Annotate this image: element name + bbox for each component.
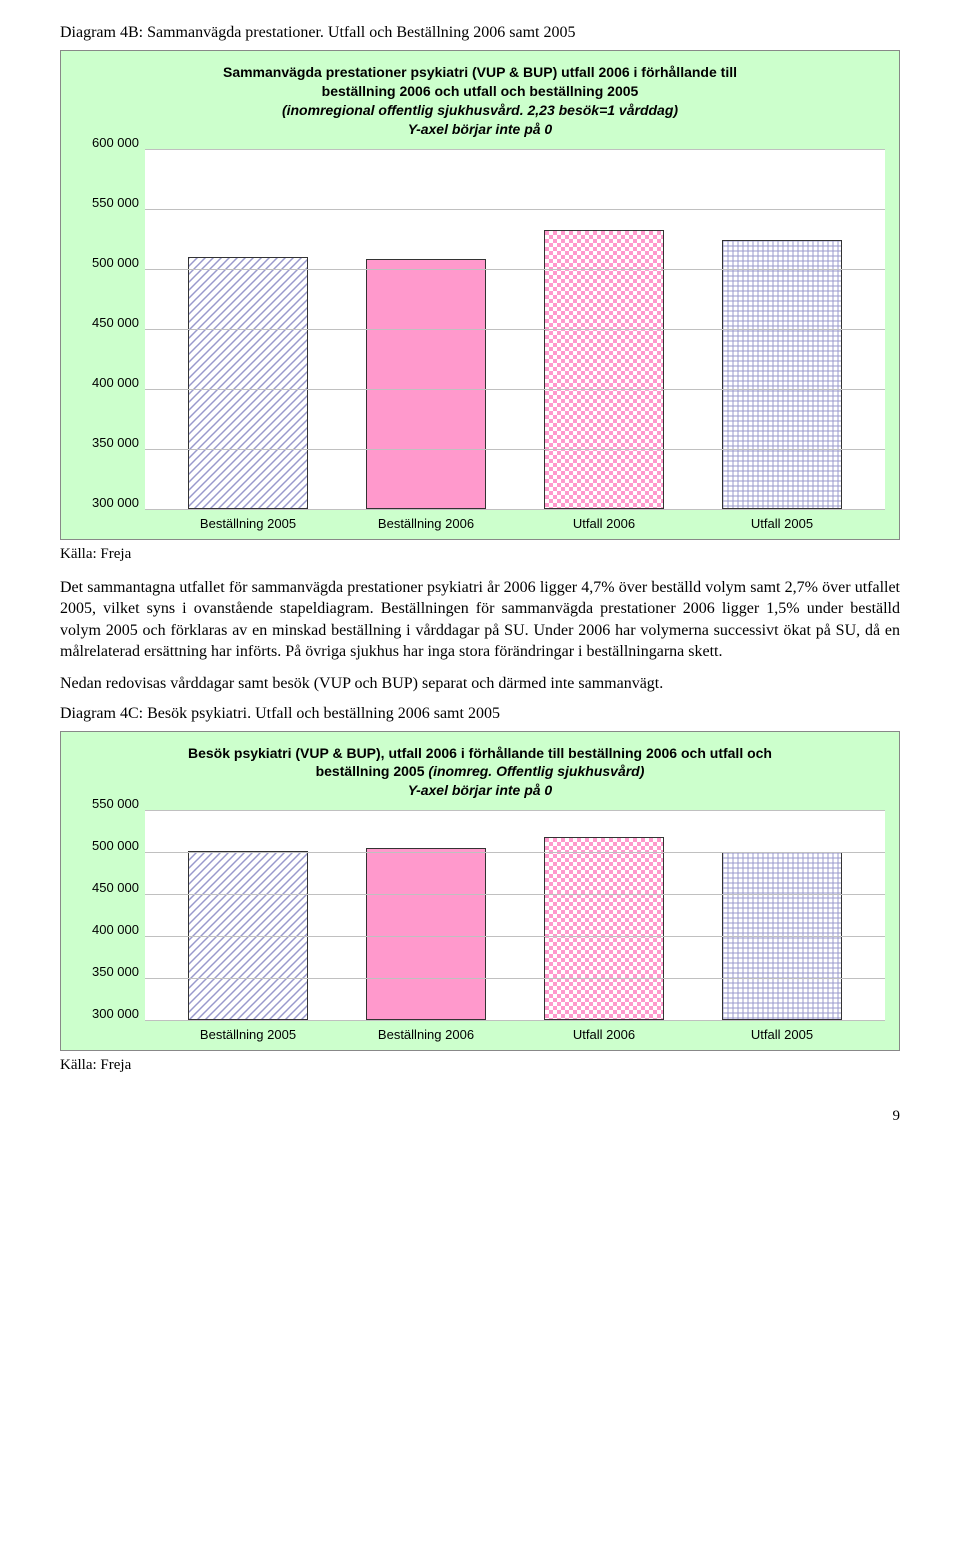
chart-4b-xaxis: Beställning 2005 Beställning 2006 Utfall 2… <box>145 510 885 531</box>
source-4c: Källa: Freja <box>60 1057 900 1074</box>
chart-4c-xaxis-spacer <box>75 1021 145 1042</box>
gridline <box>145 449 885 450</box>
chart-4b-title-line1: Sammanvägda prestationer psykiatri (VUP … <box>223 64 737 80</box>
chart-4b-yaxis: 600 000550 000500 000450 000400 000350 0… <box>75 149 145 509</box>
source-4b: Källa: Freja <box>60 546 900 563</box>
chart-4c-frame: Besök psykiatri (VUP & BUP), utfall 2006… <box>60 731 900 1052</box>
bar <box>544 230 664 508</box>
page-number: 9 <box>60 1108 900 1125</box>
chart-4b-frame: Sammanvägda prestationer psykiatri (VUP … <box>60 50 900 540</box>
gridline <box>145 209 885 210</box>
paragraph-2: Nedan redovisas vårddagar samt besök (VU… <box>60 673 900 695</box>
chart-4c-yaxis: 550 000500 000450 000400 000350 000300 0… <box>75 810 145 1020</box>
gridline <box>145 894 885 895</box>
heading-4b: Diagram 4B: Sammanvägda prestationer. Ut… <box>60 24 900 42</box>
chart-4c-title-line1: Besök psykiatri (VUP & BUP), utfall 2006… <box>188 745 772 761</box>
x-label: Beställning 2006 <box>366 516 486 531</box>
x-label: Utfall 2006 <box>544 1027 664 1042</box>
page: Diagram 4B: Sammanvägda prestationer. Ut… <box>0 0 960 1165</box>
bar <box>188 257 308 509</box>
gridline <box>145 978 885 979</box>
chart-4b-xaxis-wrap: Beställning 2005 Beställning 2006 Utfall 2… <box>75 510 885 531</box>
chart-4c-title-line2-suffix: (inomreg. Offentlig sjukhusvård) <box>428 763 644 779</box>
gridline <box>145 509 885 510</box>
chart-4b-plot <box>145 149 885 510</box>
chart-4b-title-line2: beställning 2006 och utfall och beställn… <box>322 83 639 99</box>
bar <box>722 240 842 509</box>
chart-4c-plot <box>145 810 885 1021</box>
chart-4c-title-line3: Y-axel börjar inte på 0 <box>408 782 552 798</box>
x-label: Beställning 2005 <box>188 1027 308 1042</box>
chart-4c-xaxis-wrap: Beställning 2005 Beställning 2006 Utfall 2… <box>75 1021 885 1042</box>
gridline <box>145 149 885 150</box>
chart-4c-title-line2: beställning 2005 <box>316 763 429 779</box>
chart-4c-title: Besök psykiatri (VUP & BUP), utfall 2006… <box>95 744 865 801</box>
gridline <box>145 389 885 390</box>
x-label: Utfall 2005 <box>722 516 842 531</box>
chart-4c-bars <box>145 810 885 1020</box>
bar <box>366 848 486 1020</box>
gridline <box>145 329 885 330</box>
chart-4b-plotwrap: 600 000550 000500 000450 000400 000350 0… <box>75 149 885 510</box>
x-label: Utfall 2005 <box>722 1027 842 1042</box>
x-label: Utfall 2006 <box>544 516 664 531</box>
gridline <box>145 936 885 937</box>
x-label: Beställning 2006 <box>366 1027 486 1042</box>
chart-4b-title: Sammanvägda prestationer psykiatri (VUP … <box>95 63 865 139</box>
bar <box>544 837 664 1020</box>
gridline <box>145 810 885 811</box>
heading-4c: Diagram 4C: Besök psykiatri. Utfall och … <box>60 705 900 723</box>
gridline <box>145 852 885 853</box>
gridline <box>145 269 885 270</box>
gridline <box>145 1020 885 1021</box>
x-label: Beställning 2005 <box>188 516 308 531</box>
bar <box>366 259 486 509</box>
paragraph-1: Det sammantagna utfallet för sammanvägda… <box>60 577 900 663</box>
chart-4b-xaxis-spacer <box>75 510 145 531</box>
chart-4b-title-line4: Y-axel börjar inte på 0 <box>408 121 552 137</box>
chart-4b-title-line3: (inomregional offentlig sjukhusvård. 2,2… <box>282 102 678 118</box>
chart-4c-plotwrap: 550 000500 000450 000400 000350 000300 0… <box>75 810 885 1021</box>
chart-4c-xaxis: Beställning 2005 Beställning 2006 Utfall 2… <box>145 1021 885 1042</box>
